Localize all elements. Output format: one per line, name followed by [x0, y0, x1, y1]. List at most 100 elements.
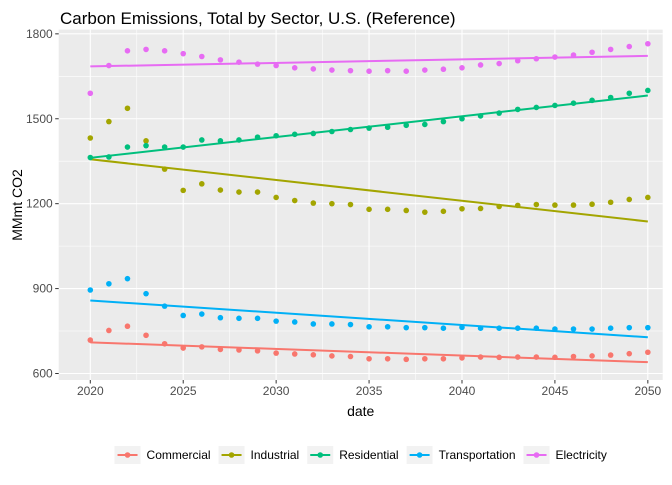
industrial-point [217, 187, 224, 193]
electricity-point [291, 65, 298, 71]
residential-point [496, 110, 502, 116]
residential-point [143, 142, 149, 149]
residential-point [106, 154, 112, 160]
commercial-point [440, 355, 447, 362]
residential-point [180, 144, 187, 150]
legend-label-residential: Residential [339, 448, 398, 462]
y-tick-labels: 600 900 1200 1500 1800 [26, 27, 53, 381]
transportation-point [291, 319, 298, 325]
electricity-point [329, 67, 335, 73]
residential-point [291, 131, 298, 138]
x-tick-label: 2025 [170, 384, 197, 398]
residential-point [477, 113, 484, 119]
electricity-point [310, 66, 317, 72]
legend-label-transportation: Transportation [439, 448, 516, 462]
electricity-point [403, 68, 410, 75]
industrial-point [366, 206, 372, 213]
commercial-point [589, 353, 595, 359]
industrial-point [236, 189, 242, 195]
commercial-point [217, 346, 224, 353]
residential-point [403, 122, 410, 129]
commercial-point [645, 349, 651, 356]
chart-title: Carbon Emissions, Total by Sector, U.S. … [60, 9, 456, 28]
commercial-point [366, 355, 372, 362]
transportation-point [124, 275, 131, 282]
y-axis-title: MMmt CO2 [9, 169, 25, 241]
residential-point [552, 102, 558, 109]
commercial-point [403, 356, 410, 363]
transportation-point [87, 287, 94, 293]
residential-point [607, 94, 614, 101]
commercial-point [477, 354, 484, 360]
electricity-point [143, 46, 149, 53]
commercial-point [626, 350, 633, 357]
major-gridlines [58, 29, 663, 380]
commercial-point [459, 355, 465, 361]
legend-key-point-commercial [124, 452, 131, 458]
electricity-point [552, 54, 558, 60]
transportation-point [496, 325, 502, 332]
commercial-point [422, 355, 428, 362]
data-points [87, 40, 651, 363]
plot-panel [58, 29, 663, 380]
transportation-point [552, 326, 558, 332]
industrial-point [384, 206, 391, 213]
x-tick-labels: 2020 2025 2030 2035 2040 2045 2050 [77, 384, 662, 398]
industrial-point [459, 205, 465, 212]
transportation-point [199, 311, 205, 317]
y-tick-label: 900 [33, 282, 53, 296]
residential-point [161, 144, 168, 150]
commercial-point [384, 355, 391, 362]
industrial-point [533, 201, 540, 208]
legend-label-commercial: Commercial [147, 448, 211, 462]
residential-point [589, 97, 595, 104]
transportation-point [347, 321, 354, 328]
legend-label-industrial: Industrial [251, 448, 300, 462]
electricity-point [514, 57, 521, 64]
electricity-point [607, 46, 614, 53]
industrial-point [347, 201, 354, 208]
residential-point [533, 104, 540, 111]
electricity-point [236, 59, 242, 65]
electricity-point [124, 48, 131, 54]
residential-point [310, 130, 317, 137]
commercial-point [236, 347, 242, 353]
industrial-point [607, 199, 614, 206]
transportation-point [236, 315, 242, 322]
industrial-point [310, 200, 317, 206]
industrial-point [626, 196, 633, 203]
industrial-point [143, 138, 149, 144]
x-tick-label: 2030 [263, 384, 290, 398]
electricity-point [366, 68, 372, 75]
transportation-point [645, 324, 651, 331]
electricity-point [422, 67, 428, 73]
legend-item-electricity: Electricity [523, 446, 607, 464]
industrial-point [180, 187, 187, 194]
residential-point [459, 115, 465, 122]
industrial-point [589, 201, 595, 208]
transportation-point [570, 326, 577, 332]
industrial-point [199, 181, 205, 187]
residential-point [514, 106, 521, 113]
electricity-point [440, 66, 447, 73]
y-tick-label: 1500 [26, 112, 53, 126]
x-tick-label: 2040 [449, 384, 476, 398]
commercial-point [347, 353, 354, 360]
residential-point [199, 137, 205, 143]
residential-point [273, 132, 279, 139]
electricity-point [496, 60, 502, 67]
commercial-point [291, 351, 298, 357]
x-tick-label: 2045 [542, 384, 569, 398]
transportation-point [422, 324, 428, 331]
legend-item-transportation: Transportation [406, 446, 516, 464]
commercial-point [552, 354, 558, 361]
commercial-point [143, 332, 149, 339]
axis-ticks [55, 33, 649, 384]
legend: Commercial Industrial Residential Transport… [114, 446, 607, 464]
industrial-point [87, 135, 94, 141]
residential-point [626, 90, 633, 97]
transportation-point [106, 280, 112, 287]
commercial-point [329, 353, 335, 359]
industrial-point [403, 207, 410, 214]
